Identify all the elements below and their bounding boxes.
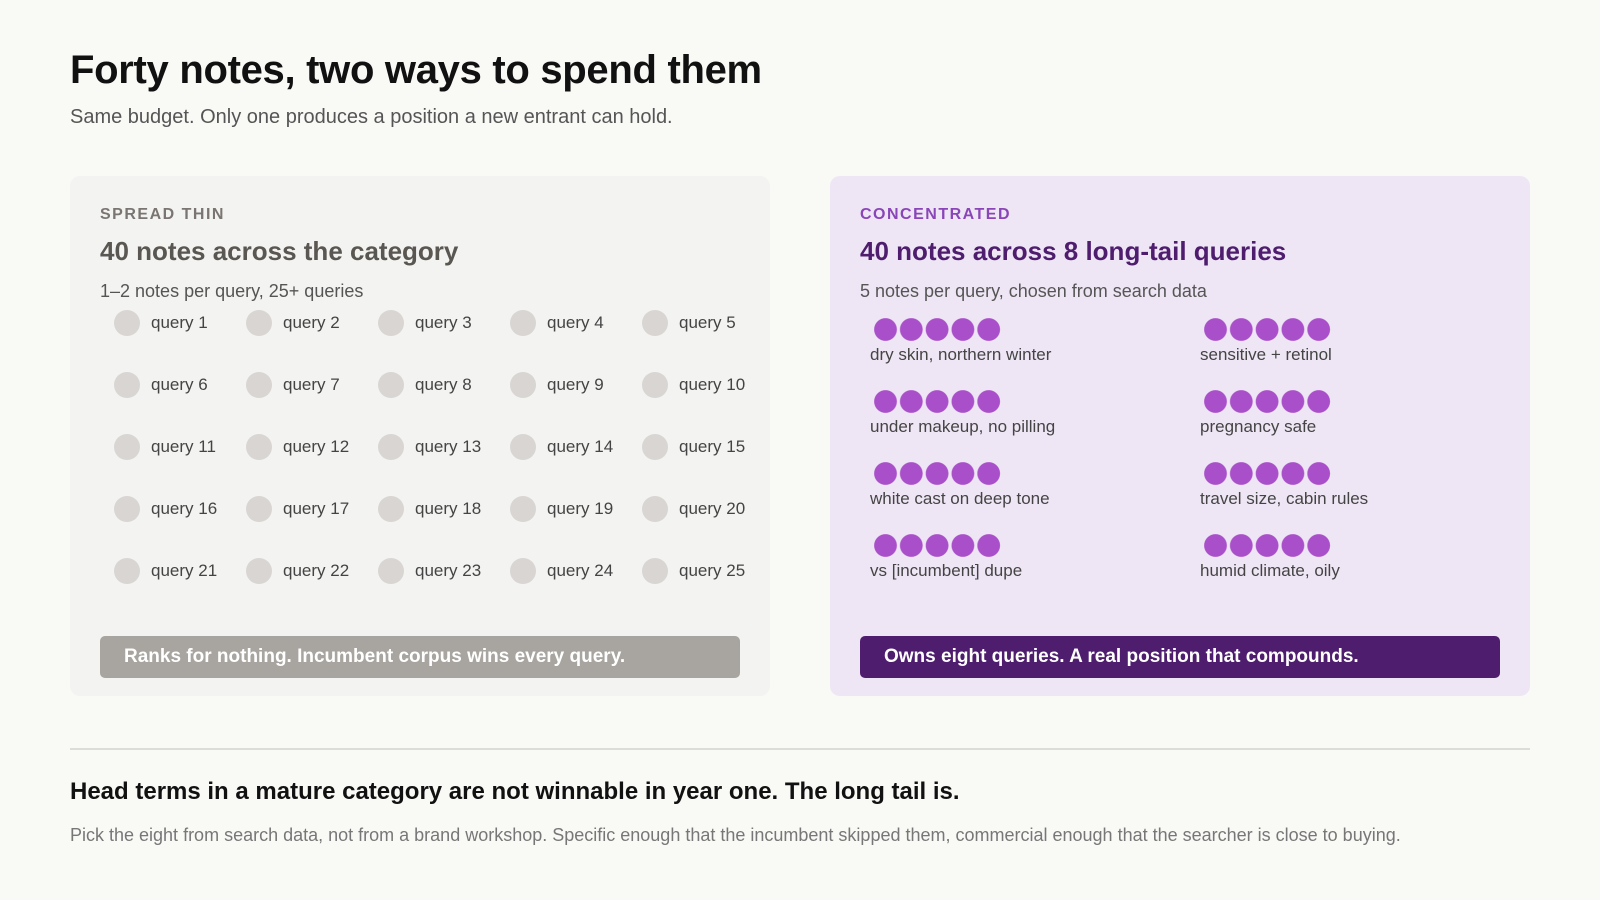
query-item: query 12	[246, 434, 349, 460]
note-dots	[1204, 318, 1332, 341]
eyebrow: CONCENTRATED	[860, 206, 1012, 223]
panel-subheading: 1–2 notes per query, 25+ queries	[100, 281, 364, 301]
footer-text: Pick the eight from search data, not fro…	[70, 825, 1401, 845]
query-item: query 9	[510, 372, 604, 398]
note-dots	[874, 534, 1002, 557]
note-dots	[1204, 390, 1332, 413]
query-item: query 4	[510, 310, 604, 336]
panel: CONCENTRATED 40 notes across 8 long-tail…	[830, 176, 1530, 696]
query-item: query 13	[378, 434, 481, 460]
query-label: vs [incumbent] dupe	[870, 561, 1023, 580]
query-item: query 3	[378, 310, 472, 336]
panel: SPREAD THIN 40 notes across the category…	[70, 176, 770, 696]
query-item: query 15	[642, 434, 745, 460]
query-item: query 17	[246, 496, 349, 522]
eyebrow: SPREAD THIN	[100, 206, 225, 223]
footer-heading: Head terms in a mature category are not …	[70, 778, 960, 805]
panel-heading: 40 notes across the category	[100, 236, 459, 266]
query-label: pregnancy safe	[1200, 417, 1317, 436]
query-item: query 20	[642, 496, 745, 522]
query-label: dry skin, northern winter	[870, 345, 1052, 364]
query-item: query 21	[114, 558, 217, 584]
query-label: white cast on deep tone	[870, 489, 1050, 508]
query-item: query 22	[246, 558, 349, 584]
query-item: query 7	[246, 372, 340, 398]
query-item: query 5	[642, 310, 736, 336]
query-item: query 19	[510, 496, 613, 522]
verdict: Owns eight queries. A real position that…	[860, 636, 1500, 678]
query-item: query 18	[378, 496, 481, 522]
query-label: sensitive + retinol	[1200, 345, 1332, 364]
note-dots	[1204, 534, 1332, 557]
note-dots	[874, 462, 1002, 485]
verdict: Ranks for nothing. Incumbent corpus wins…	[100, 636, 740, 678]
query-item: query 8	[378, 372, 472, 398]
query-item: query 2	[246, 310, 340, 336]
query-item: query 11	[114, 434, 216, 460]
query-item: query 10	[642, 372, 745, 398]
query-item: query 16	[114, 496, 217, 522]
query-item: query 1	[114, 310, 208, 336]
panel-heading: 40 notes across 8 long-tail queries	[860, 236, 1287, 266]
query-item: query 14	[510, 434, 613, 460]
query-item: query 24	[510, 558, 613, 584]
query-label: under makeup, no pilling	[870, 417, 1056, 436]
query-label: travel size, cabin rules	[1200, 489, 1369, 508]
note-dots	[874, 390, 1002, 413]
note-dots	[874, 318, 1002, 341]
subtitle: Same budget. Only one produces a positio…	[70, 106, 673, 128]
panel-subheading: 5 notes per query, chosen from search da…	[860, 281, 1207, 301]
query-item: query 6	[114, 372, 208, 398]
title: Forty notes, two ways to spend them	[70, 48, 762, 92]
query-item: query 25	[642, 558, 745, 584]
divider	[70, 748, 1530, 750]
query-item: query 23	[378, 558, 481, 584]
query-label: humid climate, oily	[1200, 561, 1340, 580]
note-dots	[1204, 462, 1332, 485]
